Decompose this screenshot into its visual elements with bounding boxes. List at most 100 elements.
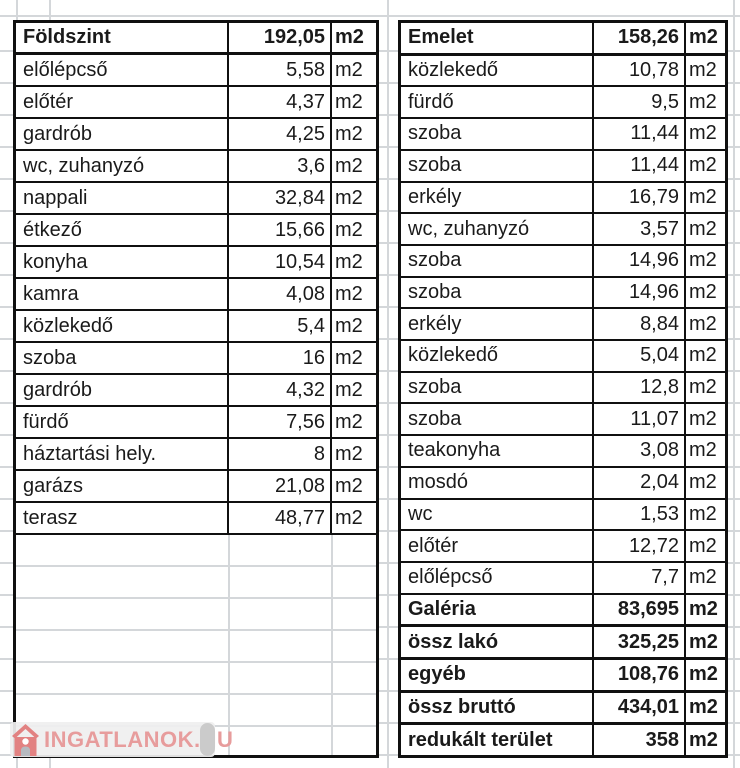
table-row: előtér 12,72 m2 xyxy=(401,531,725,563)
table-row: nappali 32,84 m2 xyxy=(16,183,376,215)
room-area: 4,25 xyxy=(227,119,330,149)
area-unit: m2 xyxy=(684,119,725,149)
area-unit: m2 xyxy=(684,23,725,53)
room-label: étkező xyxy=(23,218,82,241)
column-gridline xyxy=(331,535,333,755)
table-row: háztartási hely. 8 m2 xyxy=(16,439,376,471)
room-area: 5,04 xyxy=(592,341,684,371)
room-area: 1,53 xyxy=(592,499,684,530)
room-label: közlekedő xyxy=(23,314,114,337)
table-row: wc 1,53 m2 xyxy=(401,499,725,532)
floor-total-area: 158,26 xyxy=(592,23,684,53)
table-row: teakonyha 3,08 m2 xyxy=(401,436,725,468)
room-area: 21,08 xyxy=(227,471,330,501)
area-unit: m2 xyxy=(684,372,725,403)
room-label: össz bruttó xyxy=(408,696,516,719)
table-row: wc, zuhanyzó 3,6 m2 xyxy=(16,151,376,183)
table-row: wc, zuhanyzó 3,57 m2 xyxy=(401,214,725,246)
table-row: Galéria 83,695 m2 xyxy=(401,594,725,628)
table-row: közlekedő 5,4 m2 xyxy=(16,311,376,343)
area-unit: m2 xyxy=(684,341,725,371)
area-unit: m2 xyxy=(684,725,725,756)
room-area: 16,79 xyxy=(592,182,684,213)
room-area: 434,01 xyxy=(592,692,684,723)
room-label: teakonyha xyxy=(408,439,501,462)
room-area: 14,96 xyxy=(592,277,684,308)
room-label: erkély xyxy=(408,312,462,335)
room-area: 5,4 xyxy=(227,311,330,341)
room-label: garázs xyxy=(23,474,84,497)
table-header-row: Földszint 192,05 m2 xyxy=(16,23,376,55)
room-label: össz lakó xyxy=(408,630,499,653)
table-row: szoba 14,96 m2 xyxy=(401,245,725,278)
table-row: szoba 14,96 m2 xyxy=(401,277,725,310)
area-unit: m2 xyxy=(330,375,376,405)
room-label: nappali xyxy=(23,186,88,209)
room-area: 9,5 xyxy=(592,87,684,118)
room-label: fürdő xyxy=(23,410,69,433)
table-row: szoba 11,44 m2 xyxy=(401,150,725,183)
table-row: össz lakó 325,25 m2 xyxy=(401,627,725,661)
table-row: kamra 4,08 m2 xyxy=(16,279,376,311)
room-label: erkély xyxy=(408,185,462,208)
area-unit: m2 xyxy=(330,183,376,213)
room-label: szoba xyxy=(408,376,462,399)
room-label: közlekedő xyxy=(408,59,499,82)
area-unit: m2 xyxy=(684,467,725,498)
room-label: wc xyxy=(408,502,433,525)
room-area: 108,76 xyxy=(592,660,684,690)
room-label: Galéria xyxy=(408,598,476,620)
area-unit: m2 xyxy=(684,499,725,530)
area-unit: m2 xyxy=(330,23,376,52)
room-label: háztartási hely. xyxy=(23,442,157,465)
table-row: közlekedő 5,04 m2 xyxy=(401,341,725,373)
room-area: 11,44 xyxy=(592,119,684,149)
room-label: egyéb xyxy=(408,663,466,686)
room-label: előlépcső xyxy=(408,566,493,589)
room-label: szoba xyxy=(408,122,462,145)
area-unit: m2 xyxy=(330,311,376,341)
area-unit: m2 xyxy=(684,214,725,244)
area-unit: m2 xyxy=(684,87,725,118)
room-label: előtér xyxy=(408,534,459,557)
table-row: fürdő 9,5 m2 xyxy=(401,87,725,120)
room-area: 2,04 xyxy=(592,467,684,498)
area-unit: m2 xyxy=(684,182,725,213)
area-unit: m2 xyxy=(330,119,376,149)
house-icon xyxy=(12,723,39,756)
watermark-capsule xyxy=(200,723,215,756)
table-row: garázs 21,08 m2 xyxy=(16,471,376,503)
room-label: előlépcső xyxy=(23,58,108,81)
table-row: konyha 10,54 m2 xyxy=(16,247,376,279)
room-label: kamra xyxy=(23,282,79,305)
table-row: gardrób 4,25 m2 xyxy=(16,119,376,151)
room-area: 8 xyxy=(227,439,330,469)
table-row: erkély 16,79 m2 xyxy=(401,182,725,215)
room-label: gardrób xyxy=(23,122,92,145)
area-unit: m2 xyxy=(330,279,376,309)
area-unit: m2 xyxy=(684,692,725,723)
room-area: 48,77 xyxy=(227,503,330,533)
room-area: 14,96 xyxy=(592,245,684,276)
area-unit: m2 xyxy=(684,436,725,466)
room-area: 11,07 xyxy=(592,404,684,435)
area-unit: m2 xyxy=(684,309,725,340)
room-area: 3,57 xyxy=(592,214,684,244)
area-unit: m2 xyxy=(684,562,725,593)
ground-floor-table: Földszint 192,05 m2 előlépcső 5,58 m2 előté… xyxy=(13,20,379,758)
room-area: 12,72 xyxy=(592,531,684,561)
room-area: 358 xyxy=(592,725,684,756)
table-row: étkező 15,66 m2 xyxy=(16,215,376,247)
ingatlanok-watermark: INGATLANOK.HU xyxy=(10,722,233,757)
table-row: erkély 8,84 m2 xyxy=(401,309,725,342)
area-unit: m2 xyxy=(330,151,376,181)
room-label: redukált terület xyxy=(408,728,553,751)
table-row: közlekedő 10,78 m2 xyxy=(401,55,725,88)
table-header-row: Emelet 158,26 m2 xyxy=(401,23,725,56)
room-area: 32,84 xyxy=(227,183,330,213)
room-area: 10,78 xyxy=(592,55,684,86)
area-unit: m2 xyxy=(684,531,725,561)
area-unit: m2 xyxy=(330,55,376,85)
room-label: gardrób xyxy=(23,378,92,401)
table-row: fürdő 7,56 m2 xyxy=(16,407,376,439)
